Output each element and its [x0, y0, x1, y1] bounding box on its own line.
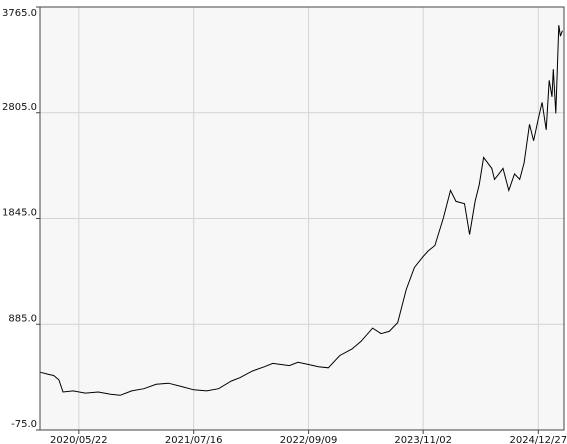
plot-border [39, 6, 565, 431]
y-tick-label: 3765.0 [2, 8, 37, 19]
x-tick-label: 2023/11/02 [394, 435, 452, 444]
x-tick-label: 2024/12/27 [509, 435, 567, 444]
x-tick-label: 2020/05/22 [50, 435, 108, 444]
x-axis-ticks: 2020/05/22 2021/07/16 2022/09/09 2023/11/02… [50, 430, 567, 444]
grid-lines [40, 6, 564, 431]
series-line [39, 25, 563, 396]
y-tick-label: -75.0 [11, 419, 37, 430]
y-axis-ticks: 3765.0 2805.0 1845.0 885.0 -75.0 [2, 6, 40, 431]
y-tick-label: 1845.0 [2, 208, 37, 219]
y-tick-label: 2805.0 [2, 102, 37, 113]
x-tick-label: 2021/07/16 [165, 435, 223, 444]
y-tick-label: 885.0 [8, 313, 37, 324]
x-tick-label: 2022/09/09 [280, 435, 338, 444]
